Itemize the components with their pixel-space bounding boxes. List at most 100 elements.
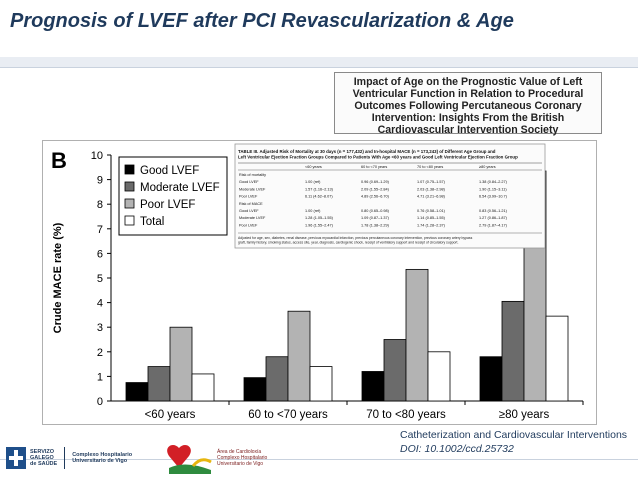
legend: Good LVEF Moderate LVEF Poor LVEF Total	[118, 156, 228, 236]
inset-cell: 1.38 (0.84–2.27)	[479, 180, 508, 184]
inset-cell: 0.96 (0.69–1.29)	[361, 180, 390, 184]
y-tick-label: 5	[97, 273, 103, 285]
inset-cell: 6.54 (3.99–10.7)	[479, 195, 508, 199]
inset-cell: Poor LVEF	[239, 195, 258, 199]
inset-cell: 1.74 (1.28–2.37)	[417, 223, 446, 227]
hospital-line-2: Universitario de Vigo	[72, 458, 128, 464]
slide-title: Prognosis of LVEF after PCI Revasculariz…	[10, 10, 514, 32]
legend-label: Poor LVEF	[140, 199, 195, 211]
inset-cell: 1.96 (1.55–2.47)	[305, 223, 334, 227]
y-ticks: 0 1 2 3 4 5 6 7 8 9 10	[91, 150, 111, 408]
inset-cell: 2.09 (1.55–2.84)	[361, 187, 390, 191]
bars	[125, 170, 569, 402]
legend-label: Total	[140, 216, 164, 228]
inset-cell: 1.90 (1.15–3.11)	[479, 187, 507, 191]
y-axis-label: Crude MACE rate (%)	[52, 222, 64, 333]
inset-caption: TABLE III. Adjusted Risk of Mortality at…	[238, 149, 518, 160]
footer-divider	[0, 459, 638, 460]
inset-cell: Risk of mortality	[239, 173, 266, 177]
inset-cell: 1.00 (ref)	[305, 180, 321, 184]
inset-cell: Moderate LVEF	[239, 216, 266, 220]
x-tick-label: <60 years	[145, 409, 196, 421]
inset-cell: 2.79 (1.87–4.17)	[479, 223, 508, 227]
sergas-logo: SERVIZO GALEGO de SAÚDE Complexo Hospita…	[6, 443, 132, 473]
y-tick-label: 0	[97, 396, 103, 408]
legend-swatch	[124, 215, 135, 226]
bar-poor-lvef	[169, 326, 193, 402]
inset-cell: 1.27 (0.86–1.87)	[479, 216, 508, 220]
inset-cell: 1.57 (1.16–2.13)	[305, 187, 334, 191]
inset-cell: Risk of MACE	[239, 202, 263, 206]
inset-cell: Good LVEF	[239, 180, 259, 184]
inset-cell: 2.03 (1.38–2.98)	[417, 187, 446, 191]
x-tick-label: ≥80 years	[499, 409, 550, 421]
inset-cell: 1.07 (0.75–1.57)	[417, 180, 446, 184]
legend-label: Moderate LVEF	[140, 182, 220, 194]
y-tick-label: 2	[97, 347, 103, 359]
y-tick-label: 1	[97, 371, 103, 383]
mace-bar-chart: B Crude MACE rate (%) 0 1 2 3 4 5 6 7 8 9 10 <60 y…	[51, 143, 584, 421]
inset-cell: 0.83 (0.56–1.21)	[479, 209, 508, 213]
y-tick-label: 10	[91, 150, 103, 162]
inset-table: TABLE III. Adjusted Risk of Mortality at…	[234, 143, 546, 249]
bar-moderate-lvef	[383, 339, 407, 402]
title-band	[0, 57, 638, 67]
heart-icon	[167, 444, 212, 474]
bar-good-lvef	[479, 356, 503, 402]
inset-col-header: <60 years	[305, 165, 322, 169]
inset-cell: Good LVEF	[239, 209, 259, 213]
legend-swatch	[124, 164, 135, 175]
legend-swatch	[124, 181, 135, 192]
y-tick-label: 3	[97, 322, 103, 334]
inset-cell: 0.80 (0.65–0.98)	[361, 209, 390, 213]
legend-label: Good LVEF	[140, 165, 199, 177]
cardio-line-2: Complexo Hospitalario	[217, 455, 268, 461]
inset-cell: 1.14 (0.85–1.55)	[417, 216, 446, 220]
inset-cell: Moderate LVEF	[239, 187, 266, 191]
y-tick-label: 9	[97, 175, 103, 187]
sergas-line-1: SERVIZO	[30, 449, 55, 455]
bar-total	[191, 373, 215, 402]
inset-cell: Poor LVEF	[239, 223, 258, 227]
bar-total	[309, 366, 333, 402]
inset-col-header: 70 to <80 years	[417, 165, 443, 169]
inset-cell: 4.71 (3.21–6.98)	[417, 195, 446, 199]
inset-cell: 1.00 (ref)	[305, 209, 321, 213]
sergas-cross-icon	[6, 447, 26, 469]
bar-moderate-lvef	[265, 356, 289, 402]
bar-good-lvef	[243, 377, 267, 402]
inset-cell: 0.76 (0.58–1.01)	[417, 209, 446, 213]
title-divider	[0, 67, 638, 68]
citation-journal: Catheterization and Cardiovascular Inter…	[400, 429, 628, 441]
citation: Catheterization and Cardiovascular Inter…	[400, 428, 627, 456]
bar-total	[427, 351, 451, 402]
x-tick-label: 70 to <80 years	[366, 409, 446, 421]
inset-col-header: 60 to <70 years	[361, 165, 387, 169]
chart-frame: B Crude MACE rate (%) 0 1 2 3 4 5 6 7 8 9 10 <60 y…	[42, 140, 597, 425]
bar-moderate-lvef	[147, 366, 171, 402]
y-tick-label: 6	[97, 248, 103, 260]
citation-doi: DOI: 10.1002/ccd.25732	[400, 443, 514, 455]
bar-good-lvef	[361, 371, 385, 402]
legend-swatch	[124, 198, 135, 209]
bar-moderate-lvef	[501, 300, 525, 402]
bar-total	[545, 315, 569, 402]
sergas-line-3: de SAÚDE	[30, 461, 58, 467]
hospital-line-1: Complexo Hospitalario	[72, 452, 133, 458]
inset-cell: 1.09 (0.87–1.37)	[361, 216, 390, 220]
x-ticks: <60 years 60 to <70 years 70 to <80 years ≥…	[145, 401, 584, 421]
cardio-line-3: Universitario de Vigo	[217, 461, 264, 467]
y-tick-label: 7	[97, 224, 103, 236]
y-tick-label: 8	[97, 199, 103, 211]
sergas-line-2: GALEGO	[30, 455, 54, 461]
inset-col-header: ≥80 years	[479, 165, 496, 169]
panel-label: B	[51, 148, 67, 173]
cardio-line-1: Área de Cardioloxía	[217, 449, 262, 455]
inset-cell: 1.78 (1.38–2.29)	[361, 223, 390, 227]
bar-poor-lvef	[287, 310, 311, 402]
bar-poor-lvef	[405, 268, 429, 402]
bar-good-lvef	[125, 382, 149, 402]
x-tick-label: 60 to <70 years	[248, 409, 328, 421]
inset-cell: 1.28 (1.05–1.55)	[305, 216, 334, 220]
inset-footnote: Adjusted for age, sex, diabetes, renal d…	[238, 236, 473, 245]
